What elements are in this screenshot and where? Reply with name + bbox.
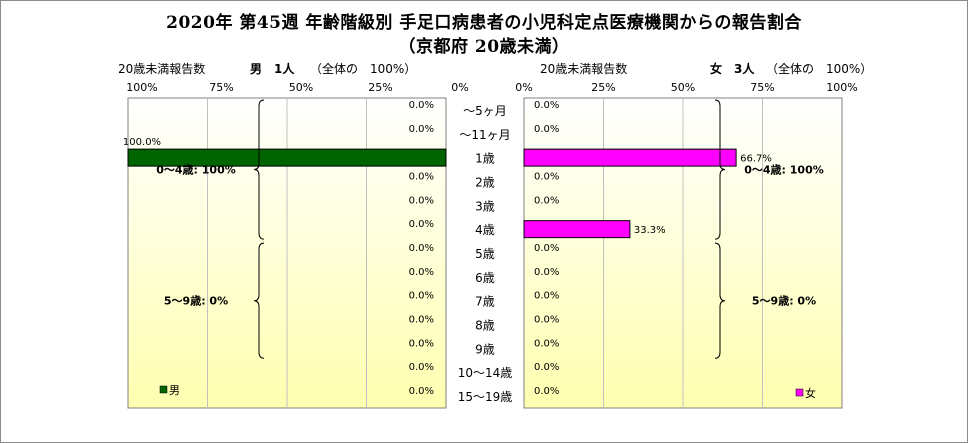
female-header-label: 20歳未満報告数 [540,62,628,76]
male-data-label: 0.0% [409,219,434,230]
female-bar [523,220,631,239]
male-data-label: 100.0% [123,137,161,148]
category-label: ～5ヶ月 [463,104,507,118]
category-label: 8歳 [475,319,495,333]
female-tick-label: 50% [670,81,696,94]
male-group-annotation: 5～9歳: 0% [164,294,228,308]
category-label: 10～14歳 [458,366,513,380]
male-data-label: 0.0% [409,171,434,182]
male-data-label: 0.0% [409,291,434,302]
female-legend-label: 女 [805,386,816,400]
female-group-annotation: 5～9歳: 0% [752,294,816,308]
group-bracket [714,242,726,359]
male-tick-label: 0% [451,81,469,94]
chart-subtitle: （京都府 20歳未満） [398,37,570,57]
category-label: 4歳 [475,223,495,237]
female-group-annotation: 0～4歳: 100% [744,163,824,177]
female-tick-label: 100% [826,81,858,94]
category-label: 3歳 [475,199,495,213]
female-data-label: 33.3% [634,225,666,236]
male-data-label: 0.0% [409,267,434,278]
male-tick-label: 25% [368,81,393,94]
male-group-annotation: 0～4歳: 100% [156,163,236,177]
male-data-label: 0.0% [409,195,434,206]
male-data-label: 0.0% [409,338,434,349]
female-data-label: 0.0% [534,267,559,278]
male-data-label: 0.0% [409,386,434,397]
category-label: 9歳 [475,342,495,356]
chart-title: 2020年 第45週 年齢階級別 手足口病患者の小児科定点医療機関からの報告割合 [166,13,802,33]
male-legend-swatch [159,385,168,394]
male-tick-label: 75% [209,81,234,94]
female-tick-label: 25% [591,81,616,94]
female-header-note: （全体の 100%） [766,62,873,76]
category-label: 1歳 [475,152,495,166]
female-data-label: 0.0% [534,100,559,111]
female-bar [523,148,737,167]
category-label: 2歳 [475,175,495,189]
group-bracket [253,99,265,240]
female-data-label: 66.7% [740,154,772,165]
male-data-label: 0.0% [409,100,434,111]
male-data-label: 0.0% [409,362,434,373]
female-tick-label: 75% [750,81,775,94]
category-label: 5歳 [475,247,495,261]
female-data-label: 0.0% [534,243,559,254]
male-data-label: 0.0% [409,315,434,326]
female-data-label: 0.0% [534,291,559,302]
female-data-label: 0.0% [534,124,559,135]
female-data-label: 0.0% [534,315,559,326]
female-header-count: 女 3人 [710,62,755,76]
female-legend-swatch [795,388,804,397]
group-bracket [253,242,265,359]
male-tick-label: 50% [288,81,314,94]
female-data-label: 0.0% [534,386,559,397]
group-bracket [714,99,726,240]
male-tick-label: 100% [126,81,158,94]
female-data-label: 0.0% [534,338,559,349]
male-header-note: （全体の 100%） [310,62,417,76]
male-bar [127,148,447,167]
female-data-label: 0.0% [534,195,559,206]
female-tick-label: 0% [515,81,533,94]
male-data-label: 0.0% [409,124,434,135]
category-label: ～11ヶ月 [459,128,510,142]
category-label: 15～19歳 [458,390,513,404]
male-header-count: 男 1人 [250,62,295,76]
male-header-label: 20歳未満報告数 [118,62,206,76]
male-legend-label: 男 [169,384,180,397]
female-data-label: 0.0% [534,171,559,182]
category-label: 7歳 [475,295,495,309]
category-label: 6歳 [475,271,495,285]
male-data-label: 0.0% [409,243,434,254]
female-data-label: 0.0% [534,362,559,373]
